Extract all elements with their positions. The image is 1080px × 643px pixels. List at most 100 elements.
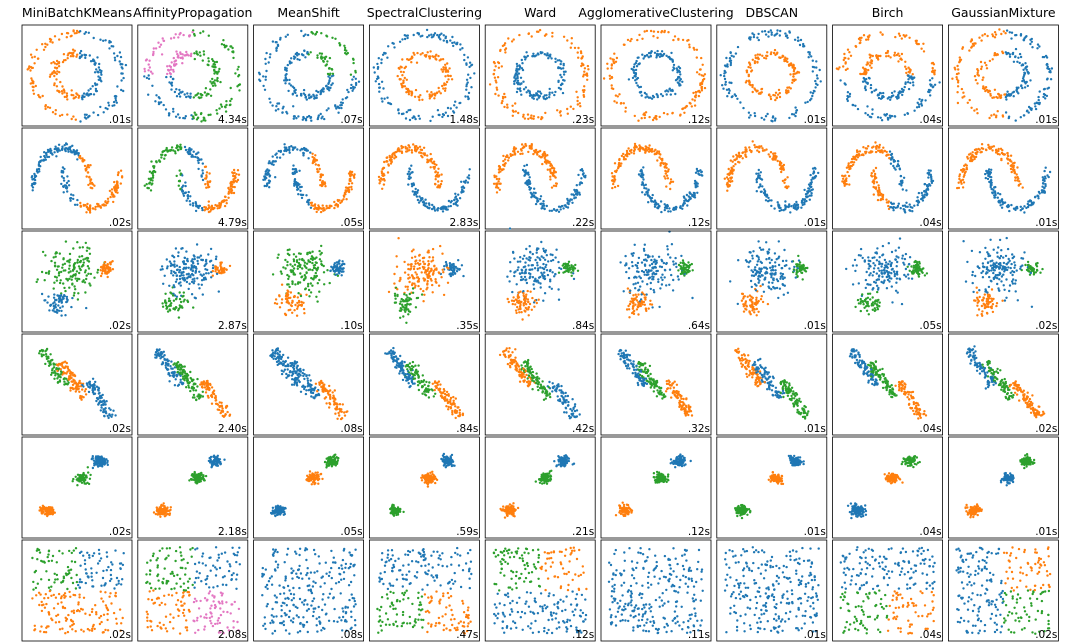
point [554, 90, 557, 94]
panel-frame [600, 127, 712, 230]
panel: .02s [21, 230, 133, 333]
point [401, 86, 404, 89]
point [514, 79, 517, 82]
point [1042, 182, 1045, 185]
point [544, 111, 547, 115]
point [522, 115, 525, 118]
panel-frame [21, 24, 133, 127]
point [55, 279, 59, 282]
point [1000, 158, 1003, 162]
point [864, 80, 867, 83]
point [796, 70, 799, 74]
point [506, 154, 509, 157]
point [871, 108, 874, 111]
point [418, 117, 421, 120]
point [885, 198, 888, 201]
point [539, 92, 543, 95]
column-title: MeanShift [277, 5, 340, 20]
point [275, 47, 278, 50]
point [99, 105, 102, 109]
point [758, 53, 762, 56]
point [115, 101, 119, 104]
point [516, 150, 520, 153]
point [60, 90, 64, 93]
point [613, 52, 616, 55]
point [152, 170, 155, 173]
point [530, 35, 533, 38]
point [219, 103, 223, 106]
point [1001, 114, 1004, 117]
point [466, 95, 470, 98]
point [152, 50, 155, 54]
point [343, 46, 347, 50]
point [74, 277, 77, 280]
panel: 4.34s [137, 24, 249, 127]
point [68, 267, 71, 270]
point [175, 95, 179, 98]
point [659, 200, 663, 203]
point [319, 210, 323, 214]
point [859, 41, 862, 44]
point [86, 202, 89, 206]
point [1037, 197, 1040, 200]
point [764, 115, 768, 118]
point [143, 184, 146, 187]
point [928, 90, 931, 94]
point [492, 182, 496, 185]
point [782, 168, 785, 171]
point [645, 93, 648, 96]
point [393, 154, 397, 157]
point [808, 198, 811, 201]
point [898, 34, 902, 37]
point [179, 51, 182, 54]
point [693, 193, 696, 196]
point [66, 113, 69, 116]
point [202, 119, 205, 122]
point [102, 111, 105, 114]
point [956, 91, 959, 94]
point [204, 177, 208, 180]
point [725, 88, 729, 92]
point [1000, 151, 1004, 155]
point [311, 152, 314, 155]
point [225, 100, 228, 103]
point [1023, 205, 1026, 208]
point [453, 104, 456, 107]
point [174, 152, 177, 155]
point [442, 66, 445, 69]
point [30, 77, 33, 80]
point [151, 84, 154, 88]
point [227, 196, 230, 199]
point [857, 37, 861, 41]
point [104, 39, 107, 42]
point [410, 149, 413, 152]
point [841, 174, 844, 177]
point [678, 79, 681, 82]
point [692, 46, 695, 50]
point [348, 178, 351, 181]
point [308, 198, 311, 202]
point [779, 29, 782, 33]
point [1037, 98, 1040, 102]
point [620, 154, 624, 158]
point [437, 35, 441, 38]
point [320, 117, 323, 120]
point [1022, 73, 1026, 77]
point [148, 181, 152, 184]
point [182, 116, 185, 120]
point [819, 80, 822, 83]
point [64, 240, 68, 243]
point [203, 91, 207, 94]
point [264, 172, 267, 176]
point [416, 148, 419, 151]
point [1018, 52, 1022, 56]
point [325, 84, 328, 88]
point [877, 186, 881, 190]
point [635, 81, 638, 85]
point [429, 95, 433, 98]
point [863, 71, 866, 74]
point [227, 187, 230, 190]
point [645, 53, 649, 57]
point [911, 81, 915, 84]
point [916, 203, 919, 207]
